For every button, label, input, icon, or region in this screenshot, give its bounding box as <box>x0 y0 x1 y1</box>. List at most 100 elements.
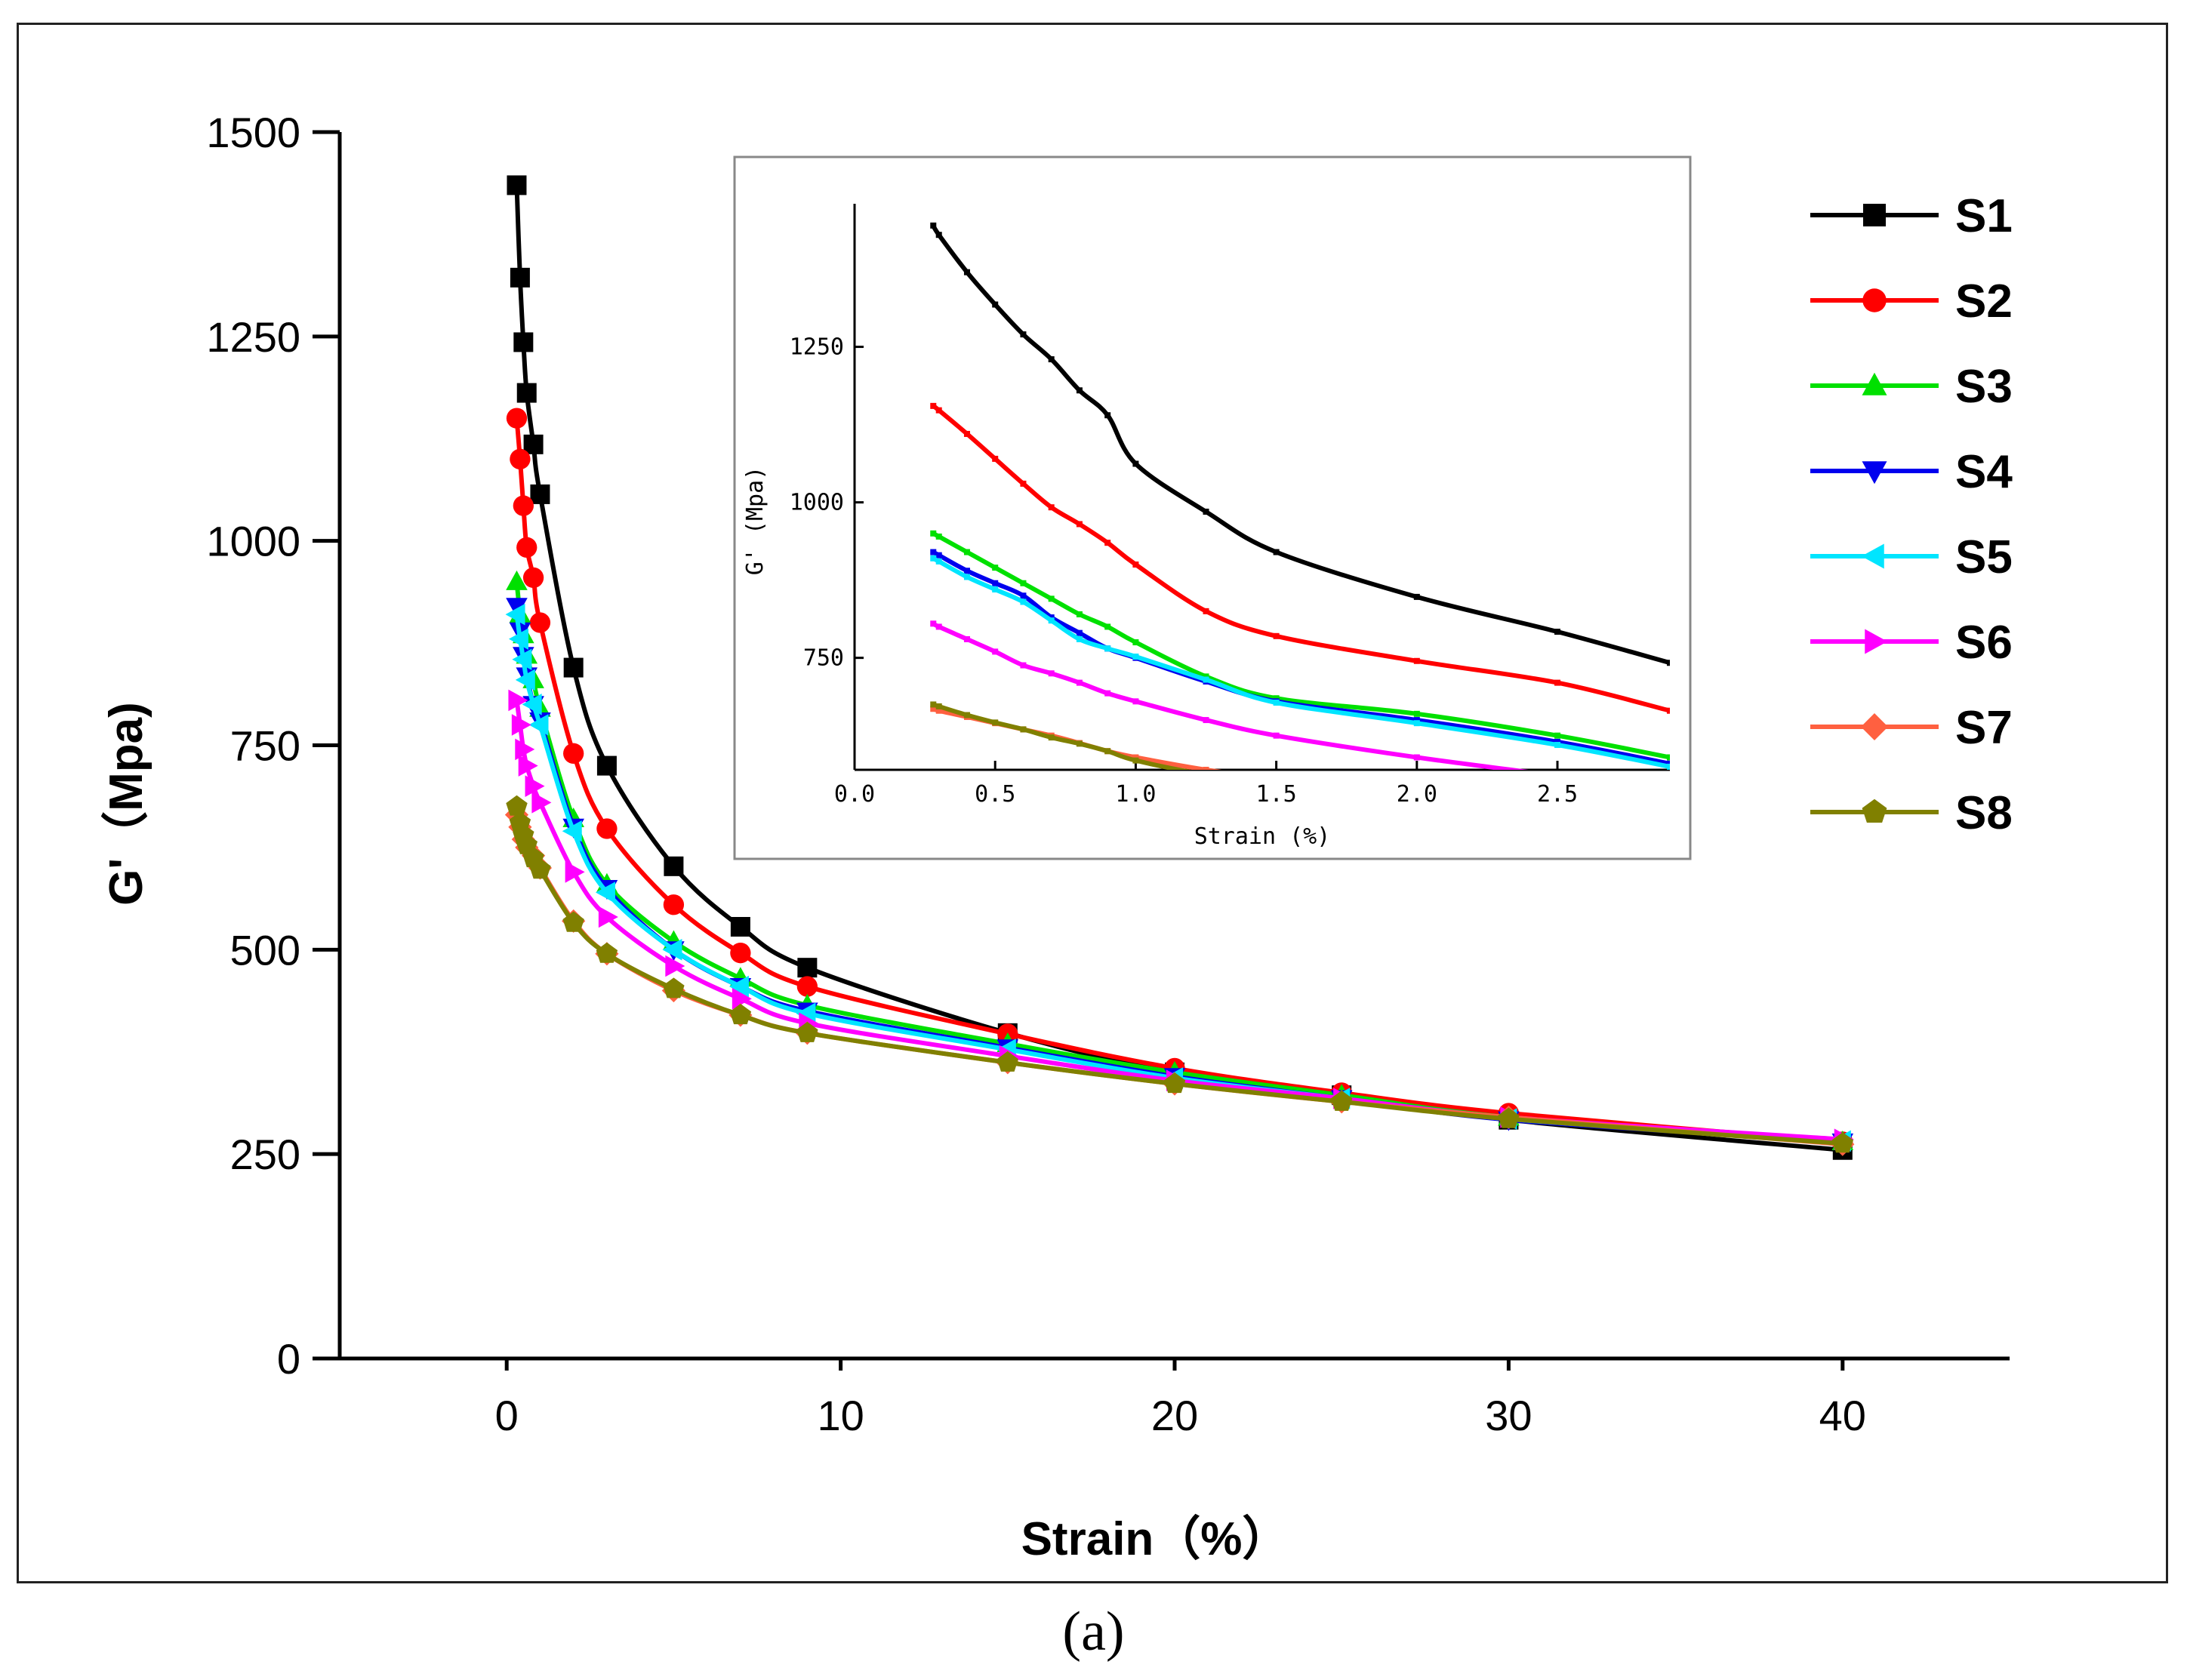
data-point <box>1331 1090 1353 1111</box>
inset-data-point <box>935 623 942 630</box>
inset-data-point <box>1048 670 1055 677</box>
inset-y-axis-title: G' (Mpa) <box>742 466 769 576</box>
inset-data-point <box>1104 645 1111 652</box>
inset-data-point <box>930 549 937 555</box>
inset-data-point <box>930 222 937 229</box>
legend-item-s8: S8 <box>1810 787 2013 839</box>
inset-data-point <box>1413 717 1420 724</box>
data-point <box>797 958 818 978</box>
inset-series-line-s3 <box>932 531 1670 760</box>
inset-series-line-s5 <box>932 556 1670 769</box>
main-y-axis-title: G'（Mpa) <box>100 702 152 906</box>
data-point <box>796 1002 816 1025</box>
data-point <box>1163 1072 1186 1094</box>
data-point <box>562 911 584 932</box>
inset-data-point <box>1203 508 1209 515</box>
inset-ticks: 0.0 0.5 1.0 1.5 2.0 2.5 750 1000 1250 <box>790 334 1578 808</box>
inset-data-point <box>1132 460 1139 467</box>
inset-data-point <box>1203 673 1209 680</box>
inset-data-point <box>1273 699 1280 706</box>
inset-data-point <box>935 707 942 714</box>
inset-data-point <box>963 549 970 555</box>
inset-data-point <box>1076 629 1083 636</box>
inset-data-point <box>1104 412 1111 419</box>
data-point <box>530 484 550 504</box>
legend-label: S3 <box>1955 361 2013 413</box>
main-ticks: 0 10 20 30 40 0 250 500 750 1000 1250 1500 <box>206 109 1866 1439</box>
data-point <box>510 448 531 469</box>
inset-series <box>930 222 1670 770</box>
inset-data-point <box>1076 740 1083 747</box>
inset-data-point <box>935 703 942 709</box>
data-point <box>996 1051 1018 1072</box>
legend-marker <box>1865 629 1888 654</box>
inset-data-point <box>1203 717 1209 724</box>
inset-data-point <box>1048 617 1055 624</box>
inset-data-point <box>1076 611 1083 617</box>
inset-x-tick-label: 1.5 <box>1256 781 1297 808</box>
inset-data-point <box>935 533 942 540</box>
data-point <box>596 942 618 963</box>
data-point <box>515 669 535 691</box>
legend-item-s7: S7 <box>1810 702 2013 754</box>
legend-item-s1: S1 <box>1810 190 2013 242</box>
inset-data-point <box>930 402 937 409</box>
data-point <box>595 882 615 903</box>
data-point <box>510 267 530 288</box>
inset-data-point <box>1132 639 1139 646</box>
data-point <box>1498 1107 1520 1128</box>
data-point <box>513 495 534 516</box>
inset-data-point <box>963 430 970 437</box>
inset-series-line-s2 <box>932 404 1670 713</box>
data-point <box>664 856 684 876</box>
inset-data-point <box>930 555 937 562</box>
inset-x-tick-label: 2.5 <box>1537 781 1578 808</box>
data-point <box>598 906 618 928</box>
data-point <box>563 657 584 678</box>
inset-data-point <box>1104 690 1111 697</box>
data-point <box>511 714 531 736</box>
inset-data-point <box>1203 676 1209 683</box>
inset-data-point <box>992 301 999 308</box>
data-point <box>506 408 528 429</box>
data-point <box>663 977 685 998</box>
main-y-tick-label: 1000 <box>206 518 300 565</box>
data-point <box>531 792 552 814</box>
inset-series-line-s1 <box>931 224 1670 666</box>
data-point <box>508 689 528 712</box>
inset-data-point <box>1048 504 1055 511</box>
data-point <box>506 598 528 618</box>
inset-data-point <box>935 558 942 565</box>
legend-marker <box>1862 461 1887 485</box>
inset-data-point <box>1020 726 1027 733</box>
figure-caption: (a) <box>1062 1601 1125 1663</box>
main-y-tick-label: 250 <box>230 1131 300 1178</box>
inset-data-point <box>1076 521 1083 528</box>
inset-x-tick-label: 1.0 <box>1115 781 1156 808</box>
legend-marker <box>1862 798 1887 823</box>
inset-data-point <box>1076 635 1083 642</box>
inset-frame <box>733 155 1692 860</box>
inset-data-point <box>1020 592 1027 599</box>
legend-label: S8 <box>1955 787 2013 839</box>
inset-data-point <box>992 455 999 462</box>
legend-item-s3: S3 <box>1810 361 2013 413</box>
series-s8 <box>506 795 1853 1153</box>
inset-data-point <box>1132 654 1139 660</box>
data-point <box>525 775 545 797</box>
inset-data-point <box>963 574 970 580</box>
legend-label: S5 <box>1955 531 2013 583</box>
legend-label: S6 <box>1955 617 2013 669</box>
data-point <box>506 570 528 590</box>
data-point <box>518 755 538 777</box>
main-y-tick-label: 0 <box>277 1335 300 1383</box>
inset-data-point <box>1413 754 1420 761</box>
inset-data-point <box>1020 480 1027 487</box>
inset-data-point <box>1104 623 1111 630</box>
main-x-tick-label: 10 <box>817 1392 864 1439</box>
inset-data-point <box>1554 679 1561 686</box>
data-point <box>796 976 818 997</box>
inset-data-point <box>992 719 999 726</box>
data-point <box>522 694 542 715</box>
